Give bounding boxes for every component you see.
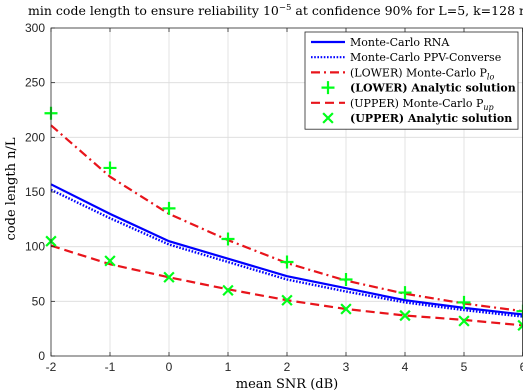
- data-point: [222, 284, 234, 297]
- data-point: [340, 303, 352, 315]
- y-axis-label: code length n/L: [4, 137, 19, 240]
- x-tick-label: 4: [402, 360, 409, 374]
- data-point: [398, 286, 412, 300]
- y-tick-label: 0: [38, 349, 45, 363]
- legend-marker: [322, 112, 334, 124]
- legend-entry: Monte-Carlo PPV-Converse: [311, 51, 501, 64]
- chart-title: min code length to ensure reliability 10…: [28, 3, 523, 18]
- x-tick-label: -1: [105, 360, 116, 374]
- ticks: -2 -1 0 1 2 3 4 5 6 0 50 100 150 200 250 300: [25, 21, 523, 374]
- data-point: [162, 201, 176, 215]
- data-point: [339, 272, 353, 286]
- title-exponent: −5: [279, 3, 292, 13]
- legend-label: Monte-Carlo RNA: [350, 36, 450, 49]
- title-prefix: min code length to ensure reliability 10: [28, 3, 279, 18]
- legend-label: Monte-Carlo PPV-Converse: [350, 51, 501, 64]
- x-tick-label: 3: [343, 360, 350, 374]
- legend-entry: Monte-Carlo RNA: [311, 36, 450, 49]
- y-tick-label: 300: [25, 21, 45, 35]
- series-5: [45, 235, 523, 332]
- legend-entry: (UPPER) Analytic solution: [322, 112, 512, 125]
- series-line: [50, 124, 523, 313]
- data-point: [103, 161, 117, 175]
- data-point: [458, 315, 470, 327]
- series-0: [50, 183, 523, 316]
- y-tick-label: 200: [25, 130, 45, 144]
- title-suffix: at confidence 90% for L=5, k=128 nats: [291, 3, 523, 18]
- series-line: [50, 183, 523, 316]
- legend-marker: [321, 81, 335, 95]
- x-tick-label: 5: [461, 360, 468, 374]
- legend-label: (LOWER) Monte-Carlo Plo: [350, 66, 494, 81]
- x-axis-label: mean SNR (dB): [236, 377, 339, 392]
- data-point: [457, 295, 471, 309]
- data-point: [516, 304, 523, 318]
- x-tick-label: 2: [284, 360, 291, 374]
- x-tick-label: 1: [225, 360, 232, 374]
- data-point: [399, 309, 411, 322]
- x-tick-label: -2: [46, 360, 57, 374]
- x-tick-label: 0: [166, 360, 173, 374]
- legend-entry: (LOWER) Analytic solution: [321, 81, 516, 95]
- legend-label: (UPPER) Analytic solution: [350, 112, 512, 125]
- y-tick-label: 100: [25, 240, 45, 254]
- series-2: [50, 124, 523, 313]
- data-point: [163, 271, 175, 283]
- grid: [51, 28, 523, 356]
- series-line: [50, 188, 523, 318]
- y-tick-label: 50: [32, 294, 46, 308]
- legend-entry: (UPPER) Monte-Carlo Pup: [311, 97, 494, 112]
- y-tick-label: 250: [25, 76, 45, 90]
- data-point: [280, 255, 294, 269]
- data-point: [104, 255, 116, 267]
- legend-label: (UPPER) Monte-Carlo Pup: [350, 97, 494, 112]
- legend-entry: (LOWER) Monte-Carlo Plo: [311, 66, 494, 81]
- data-point: [221, 232, 235, 246]
- data-point: [517, 319, 523, 332]
- legend: Monte-Carlo RNA Monte-Carlo PPV-Converse (…: [304, 31, 519, 130]
- y-tick-label: 150: [25, 185, 45, 199]
- legend-box: [304, 31, 519, 130]
- data-point: [281, 294, 293, 306]
- legend-label: (LOWER) Analytic solution: [350, 82, 516, 95]
- x-tick-label: 6: [520, 360, 523, 374]
- series-1: [50, 188, 523, 318]
- series-layer: [44, 106, 523, 332]
